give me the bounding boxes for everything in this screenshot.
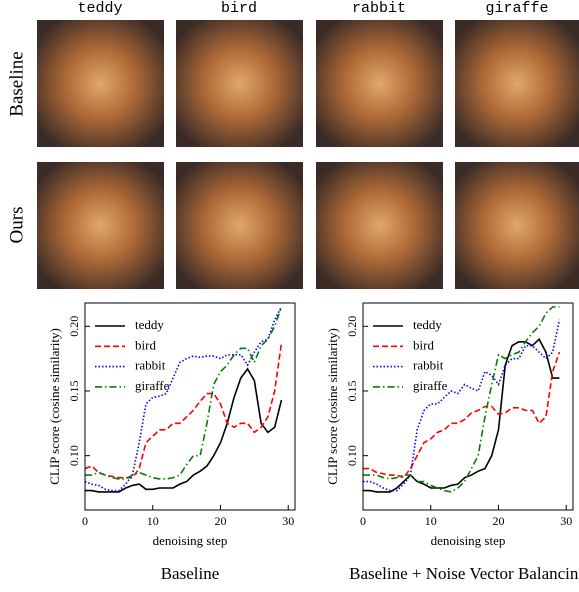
image [37, 162, 164, 289]
x-tick-label: 30 [282, 514, 294, 528]
y-tick-label: 0.20 [345, 316, 359, 337]
legend-label: rabbit [135, 358, 166, 373]
y-axis-label: CLIP score (cosine similarity) [47, 328, 62, 485]
y-tick-label: 0.15 [67, 380, 81, 401]
y-tick-label: 0.10 [345, 445, 359, 466]
y-tick-label: 0.10 [67, 445, 81, 466]
image [316, 20, 443, 147]
series-line [85, 343, 281, 478]
image [316, 162, 443, 289]
x-tick-label: 10 [425, 514, 437, 528]
x-tick-label: 20 [214, 514, 226, 528]
plot-frame [363, 303, 573, 510]
row-label: Baseline [6, 51, 27, 116]
legend-label: teddy [135, 317, 164, 332]
caption: Baseline + Noise Vector Balancing [349, 564, 579, 583]
image [37, 20, 164, 147]
legend-label: bird [135, 337, 156, 352]
caption: Baseline [161, 564, 220, 583]
image [176, 20, 303, 147]
image-grid [37, 20, 579, 289]
legend-label: teddy [413, 317, 442, 332]
series-line [363, 352, 559, 477]
series-line [363, 307, 559, 492]
figure: teddy bird rabbit giraffe Baseline Ours … [0, 0, 579, 592]
y-axis-label: CLIP score (cosine similarity) [325, 328, 340, 485]
row-label: Ours [6, 207, 27, 244]
column-label: rabbit [352, 0, 406, 17]
x-tick-label: 0 [360, 514, 366, 528]
legend-label: bird [413, 337, 434, 352]
x-axis-label: denoising step [431, 533, 506, 548]
image [176, 162, 303, 289]
series-line [363, 339, 559, 492]
x-tick-label: 30 [560, 514, 572, 528]
legend-label: giraffe [413, 378, 448, 393]
x-tick-label: 20 [492, 514, 504, 528]
column-label: bird [221, 0, 257, 17]
x-tick-label: 0 [82, 514, 88, 528]
series-line [363, 320, 559, 491]
column-label: giraffe [485, 0, 548, 17]
legend-label: rabbit [413, 358, 444, 373]
series-line [85, 307, 281, 491]
x-tick-label: 10 [147, 514, 159, 528]
y-tick-label: 0.20 [67, 316, 81, 337]
y-tick-label: 0.15 [345, 380, 359, 401]
image [455, 20, 579, 147]
series-line [85, 307, 281, 479]
legend-label: giraffe [135, 378, 170, 393]
column-label: teddy [77, 0, 122, 17]
image [455, 162, 579, 289]
x-axis-label: denoising step [153, 533, 228, 548]
